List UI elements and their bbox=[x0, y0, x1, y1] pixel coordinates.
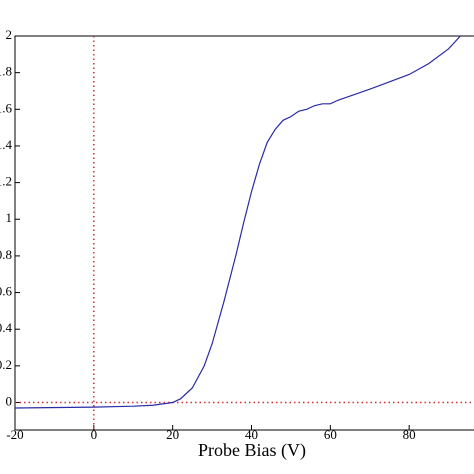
data-line bbox=[14, 35, 461, 409]
y-tick-label: 0.2 bbox=[0, 357, 12, 372]
y-tick-label: 1.4 bbox=[0, 137, 13, 152]
x-tick-label: 60 bbox=[324, 427, 337, 442]
y-tick-label: 1.8 bbox=[0, 64, 12, 79]
y-tick-label: 0.8 bbox=[0, 247, 12, 262]
x-tick-label: 80 bbox=[403, 427, 416, 442]
y-tick-label: 1 bbox=[6, 210, 13, 225]
y-tick-label: 0 bbox=[6, 393, 13, 408]
x-tick-label: -20 bbox=[6, 427, 23, 442]
x-axis-title: Probe Bias (V) bbox=[198, 440, 306, 461]
y-tick-label: 1.2 bbox=[0, 174, 12, 189]
x-tick-label: 40 bbox=[245, 427, 258, 442]
x-tick-label: 0 bbox=[91, 427, 98, 442]
y-tick-label: 0.6 bbox=[0, 284, 13, 299]
x-tick-label: 20 bbox=[166, 427, 179, 442]
plot-frame bbox=[14, 35, 474, 431]
y-tick-label: 0.4 bbox=[0, 320, 13, 335]
y-tick-label: 1.6 bbox=[0, 100, 13, 115]
y-tick-label: 2 bbox=[6, 27, 13, 42]
